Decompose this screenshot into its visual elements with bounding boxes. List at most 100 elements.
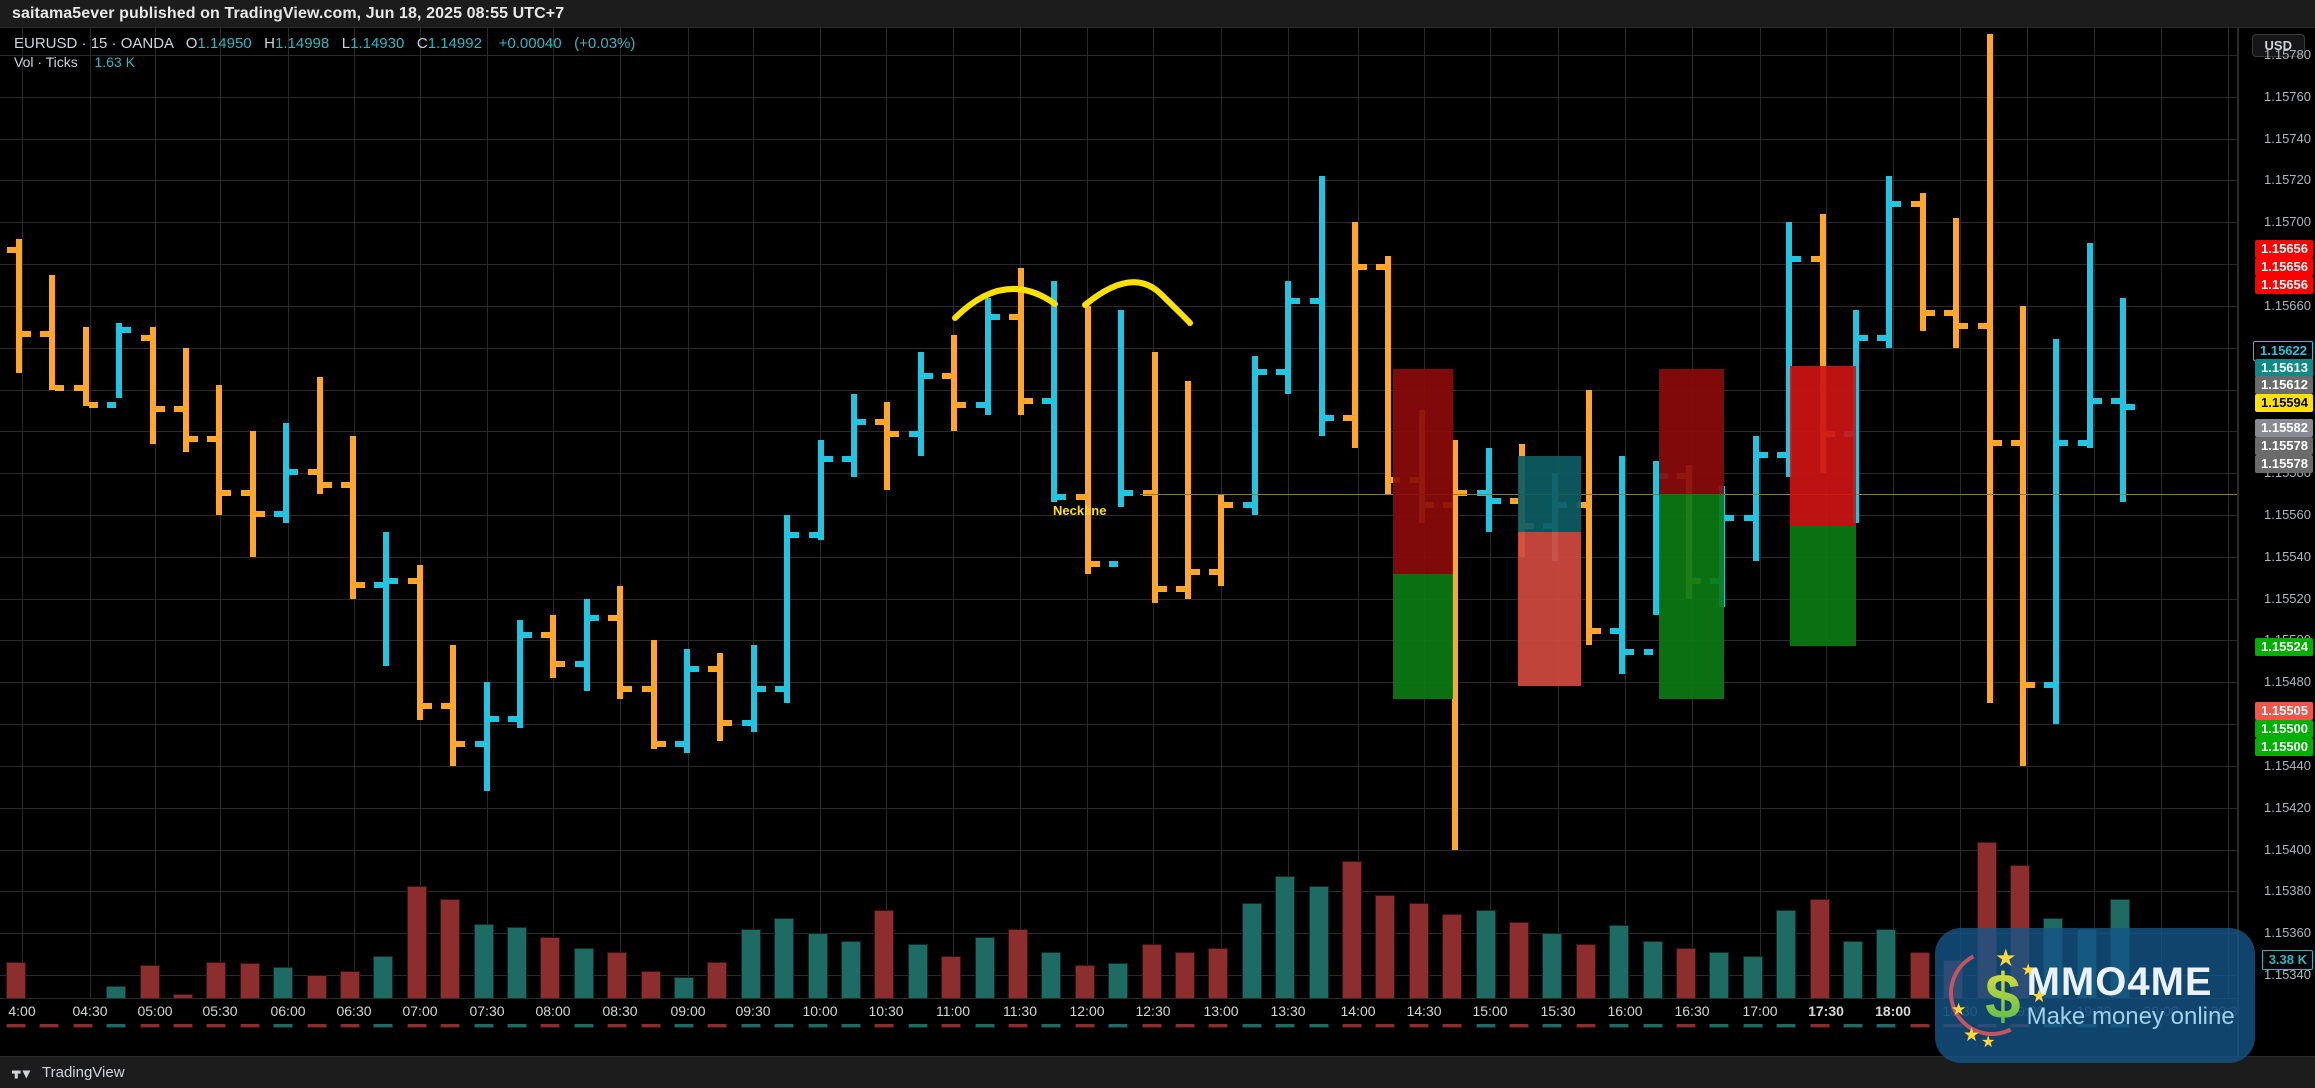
price-tick-label: 1.15340 [2264,967,2311,983]
time-tick-label: 05:30 [202,1003,238,1019]
ohlc-bar-range [550,615,557,679]
time-tick-label: 06:00 [270,1003,306,1019]
neckline-label[interactable]: Neckline [1053,503,1107,518]
crosshair-price[interactable]: 1.15622 [2253,341,2313,361]
ohlc-bar-range [583,598,590,691]
ohlc-bar-range [1452,439,1459,850]
ohlc-bar-range [617,586,624,700]
time-tick-label: 4:00 [8,1003,36,1019]
last-price[interactable]: 1.15613 [2255,359,2313,377]
take-profit-red-1[interactable]: 1.15656 [2255,240,2313,258]
green-level-3[interactable]: 1.15500 [2255,738,2313,756]
ohlc-close-tick [1257,368,1267,375]
time-tick-label: 16:30 [1674,1003,1710,1019]
take-profit-red-2[interactable]: 1.15656 [2255,258,2313,276]
stop-loss-red[interactable]: 1.15505 [2255,702,2313,720]
long-position-box-1[interactable] [1393,369,1453,699]
green-level-2[interactable]: 1.15500 [2255,720,2313,738]
ohlc-bar-range [1819,213,1826,474]
ohlc-close-tick [1725,515,1735,521]
ohlc-bar-range [851,393,857,478]
ohlc-bar-range [1352,222,1358,449]
long-position-box-3[interactable] [1790,366,1856,646]
gridline-vertical [2027,28,2028,1028]
tradingview-label: TradingView [42,1064,125,1081]
ohlc-close-tick [1959,322,1969,329]
ohlc-bar-range [2053,339,2060,725]
ohlc-open-tick [2044,682,2054,689]
ohlc-open-tick [1309,297,1319,304]
chart-canvas[interactable]: Neckline EURUSD · 15 · OANDA O1.14950 H1… [0,28,2238,1056]
time-tick-label: 05:00 [137,1003,173,1019]
ohlc-open-tick [174,406,183,413]
long-position-box-2[interactable] [1659,369,1724,699]
ohlc-bar-range [249,431,256,557]
watermark-star-icon-1: ★ [1995,945,2017,972]
gridline-horizontal [0,180,2237,182]
grey-level-4[interactable]: 1.15578 [2255,455,2313,473]
time-tick-label: 04:30 [72,1003,108,1019]
short-position-box[interactable] [1518,456,1581,686]
ohlc-bar-range [483,682,490,792]
ohlc-close-tick [1358,264,1367,271]
ohlc-open-tick [942,372,952,379]
neckline-price[interactable]: 1.15594 [2255,394,2313,412]
ohlc-open-tick [975,402,985,409]
grey-level-1[interactable]: 1.15612 [2255,376,2313,394]
ohlc-open-tick [1810,255,1820,262]
ohlc-bar-range [1018,268,1024,415]
gridline-vertical [90,28,91,1028]
green-level-1[interactable]: 1.15524 [2255,638,2313,656]
ohlc-close-tick [1224,502,1234,509]
take-profit-red-3[interactable]: 1.15656 [2255,276,2313,294]
ohlc-bar-range [951,335,958,432]
ohlc-open-tick [1510,498,1519,505]
ohlc-bar-range [884,402,891,490]
ohlc-close-tick [2026,682,2035,689]
ohlc-open-tick [374,581,384,588]
gridline-horizontal [0,556,2237,558]
ohlc-open-tick [541,632,551,639]
time-tick-label: 13:00 [1203,1003,1239,1019]
ohlc-bar-range [316,376,323,495]
ohlc-close-tick [456,740,466,747]
ohlc-bar-range [283,422,290,524]
ohlc-bar-range [984,297,991,415]
volume-bar [1275,876,1296,1028]
grey-level-2[interactable]: 1.15582 [2255,419,2313,437]
gridline-vertical [688,28,689,1028]
gridline-vertical [220,28,221,1028]
currency-chip[interactable]: USD [2251,34,2305,57]
price-tick-label: 1.15480 [2264,674,2311,690]
ohlc-open-tick [1209,569,1219,576]
ohlc-open-tick [1009,314,1018,321]
gridline-vertical [620,28,621,1028]
gridline-vertical [22,28,23,1028]
volume-bar [1809,898,1830,1028]
time-tick-label: 12:30 [1135,1003,1171,1019]
ohlc-close-tick [55,385,65,392]
gridline-horizontal [0,640,2237,642]
ohlc-open-tick [708,665,718,672]
ohlc-open-tick [1610,627,1620,634]
ohlc-bar-range [2086,243,2093,449]
ohlc-bar-range [1752,435,1759,561]
ohlc-open-tick [1042,397,1052,404]
volume-bar [440,898,461,1028]
ohlc-close-tick [790,531,800,538]
ohlc-close-tick [656,740,666,747]
position-reward-zone [1659,494,1724,699]
tradingview-logo[interactable]: TradingView [12,1064,125,1081]
time-axis[interactable]: 4:00 04:30 05:00 05:30 06:00 06:30 07:00 07:30 0… [0,998,2237,1024]
ohlc-close-tick [1625,648,1635,655]
ohlc-bar-range [1919,192,1926,331]
price-axis[interactable]: USD 1.15780 1.15760 1.15740 1.15720 1.15700 1… [2238,28,2315,1056]
ohlc-open-tick [1242,502,1252,509]
gridline-vertical [1288,28,1289,1028]
grey-level-3[interactable]: 1.15578 [2255,437,2313,455]
chart-grid [0,28,2237,1056]
price-tick-label: 1.15720 [2264,172,2311,188]
ohlc-close-tick [1859,335,1868,342]
ohlc-bar-range [2020,305,2026,766]
volume-badge[interactable]: 3.38 K [2261,950,2313,970]
